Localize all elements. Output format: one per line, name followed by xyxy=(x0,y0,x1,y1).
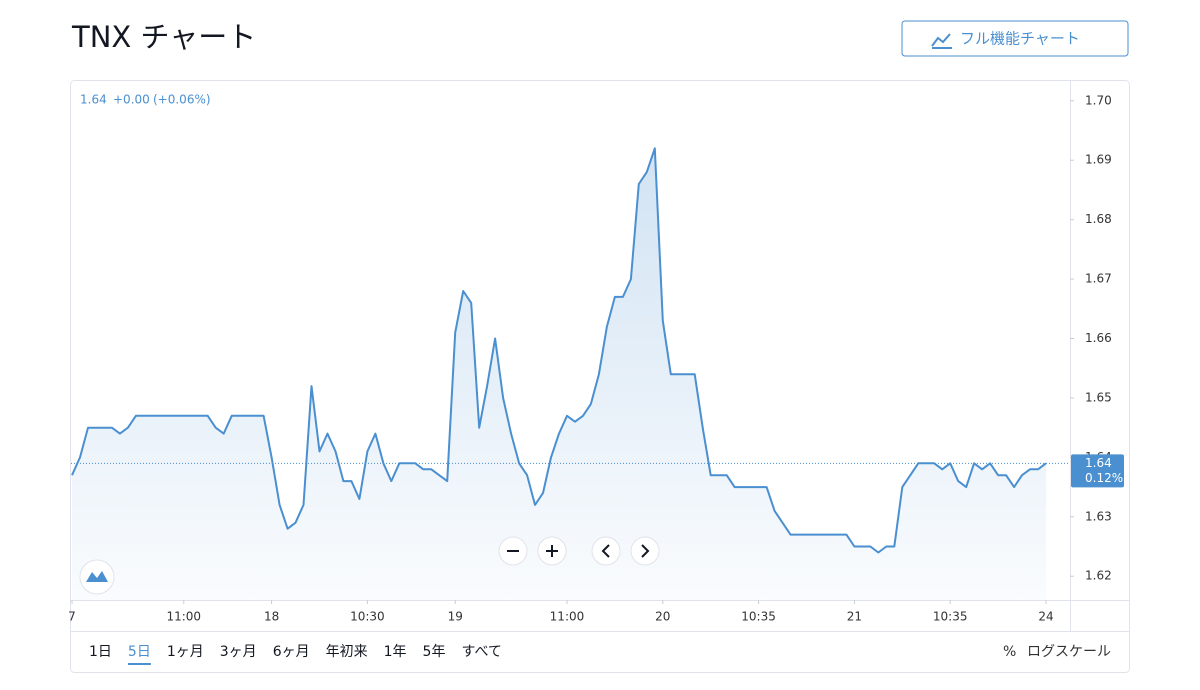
range-button[interactable]: すべて xyxy=(461,644,501,660)
range-button[interactable]: 5年 xyxy=(423,644,446,660)
x-tick-label: 10:30 xyxy=(350,610,385,624)
y-tick-label: 1.67 xyxy=(1085,272,1112,286)
logo[interactable] xyxy=(79,559,115,595)
legend-change-pct: (+0.06%) xyxy=(153,93,211,107)
zoom-in-icon xyxy=(546,545,558,557)
legend: 1.64 +0.00 (+0.06%) xyxy=(80,93,211,107)
x-tick-label: 21 xyxy=(847,610,862,624)
x-tick-label: 11:00 xyxy=(166,610,201,624)
last-pct-label: 0.12% xyxy=(1085,471,1123,485)
y-tick-label: 1.65 xyxy=(1085,390,1112,404)
y-tick-label: 1.62 xyxy=(1085,569,1112,583)
scroll-left-icon xyxy=(601,544,610,558)
button-label: フル機能チャート xyxy=(960,30,1080,48)
price-line xyxy=(71,147,1047,554)
range-bar: 1日 5日 1ヶ月 3ヶ月 6ヶ月 年初来 1年 5年 すべて xyxy=(89,643,502,665)
legend-price: 1.64 xyxy=(80,93,107,107)
range-button[interactable]: 3ヶ月 xyxy=(220,644,257,660)
button-frame xyxy=(901,20,1129,57)
full-chart-button[interactable]: フル機能チャート xyxy=(901,20,1129,57)
legend-change: +0.00 xyxy=(113,93,150,107)
scroll-left[interactable] xyxy=(591,536,621,566)
range-button[interactable]: 1日 xyxy=(89,644,112,660)
plot xyxy=(71,147,1070,600)
log-toggle[interactable]: ログスケール xyxy=(1027,644,1111,660)
x-tick-label: 20 xyxy=(655,610,670,624)
percent-toggle[interactable]: % xyxy=(1003,644,1016,660)
range-button[interactable]: 1年 xyxy=(384,644,407,660)
area xyxy=(72,148,1046,600)
x-tick-label: 10:35 xyxy=(933,610,968,624)
y-tick-label: 1.70 xyxy=(1085,93,1112,107)
last-price-label: 1.64 xyxy=(1085,456,1112,470)
x-tick-label: 7 xyxy=(68,610,76,624)
y-tick-label: 1.66 xyxy=(1085,331,1112,345)
range-button[interactable]: 6ヶ月 xyxy=(273,644,310,660)
logo-icon xyxy=(86,571,108,582)
range-button[interactable]: 5日 xyxy=(128,644,151,660)
x-tick-label: 11:00 xyxy=(550,610,585,624)
last-price-badge xyxy=(1071,454,1124,488)
x-tick-label: 18 xyxy=(264,610,279,624)
range-button[interactable]: 年初来 xyxy=(326,643,368,660)
title: TNX チャート xyxy=(71,20,256,54)
range-button[interactable]: 1ヶ月 xyxy=(167,644,204,660)
y-tick-label: 1.68 xyxy=(1085,212,1112,226)
y-tick-label: 1.69 xyxy=(1085,153,1112,167)
zoom-controls xyxy=(498,536,660,566)
scroll-right[interactable] xyxy=(630,536,660,566)
y-tick-label: 1.63 xyxy=(1085,509,1112,523)
logo-circle xyxy=(79,559,115,595)
x-tick-label: 19 xyxy=(448,610,463,624)
x-tick-label: 24 xyxy=(1038,610,1053,624)
x-tick-label: 10:35 xyxy=(741,610,776,624)
button-icon xyxy=(931,33,952,49)
scroll-right-icon xyxy=(641,544,650,558)
